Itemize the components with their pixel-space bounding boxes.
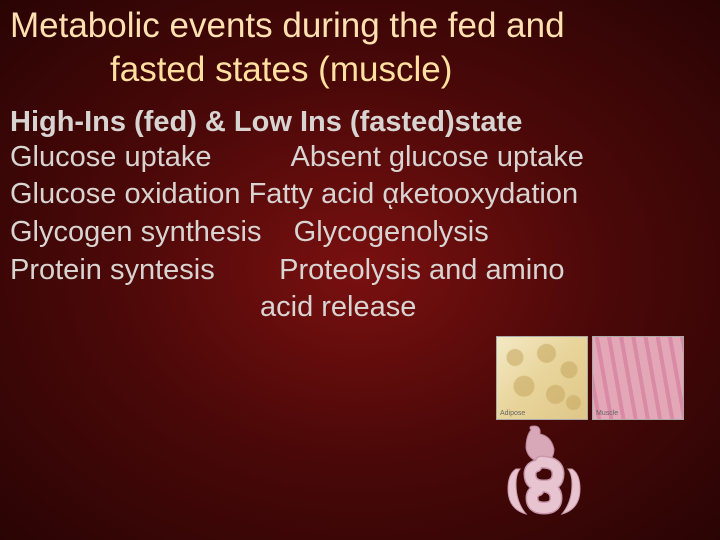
body-line-1: Glucose uptake Absent glucose uptake (10, 139, 710, 177)
muscle-tissue-icon: Muscle (592, 336, 684, 420)
column-header: High-Ins (fed) & Low Ins (fasted)state (0, 92, 720, 139)
body-line-4: Protein syntesis Proteolysis and amino (10, 252, 710, 290)
gi-tract-icon (496, 424, 596, 519)
body-line-2: Glucose oxidation Fatty acid ᾳketooxydat… (10, 176, 710, 214)
title-line-1: Metabolic events during the fed and (10, 4, 710, 48)
tissue-image-cluster: Adipose Muscle (496, 336, 706, 526)
adipose-label: Adipose (500, 410, 525, 417)
body-content: Glucose uptake Absent glucose uptake Glu… (0, 139, 720, 327)
muscle-label: Muscle (596, 410, 618, 417)
body-line-5: acid release (10, 289, 710, 327)
adipose-tissue-icon: Adipose (496, 336, 588, 420)
title-line-2: fasted states (muscle) (10, 48, 710, 92)
body-line-3: Glycogen synthesis Glycogenolysis (10, 214, 710, 252)
slide-title: Metabolic events during the fed and fast… (0, 0, 720, 92)
